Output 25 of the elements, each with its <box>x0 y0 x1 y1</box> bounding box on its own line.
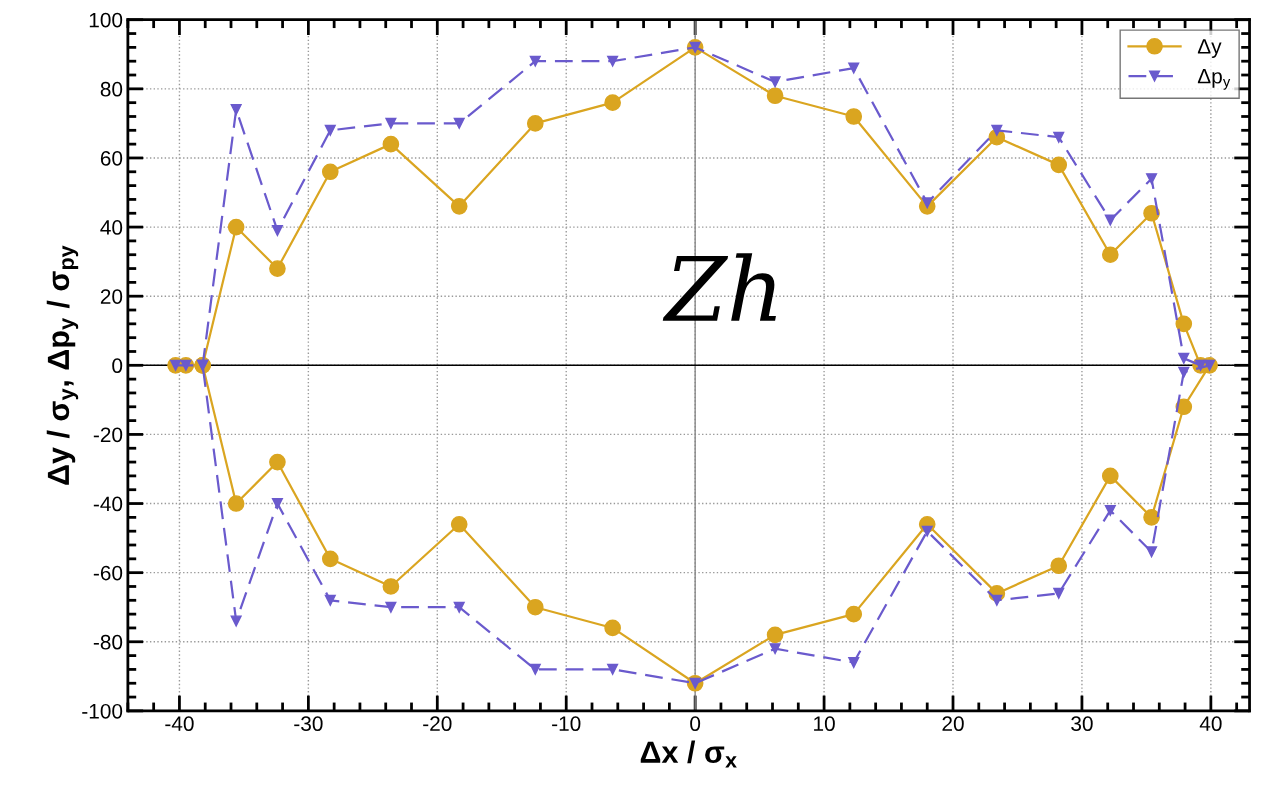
y-tick-label: -40 <box>93 496 123 512</box>
y-tick-label: 100 <box>89 12 123 28</box>
x-tick-label: -10 <box>552 716 581 732</box>
y-tick-label: 20 <box>100 289 123 304</box>
y-tick-label: 40 <box>100 220 123 235</box>
x-tick-label: 30 <box>1071 716 1093 732</box>
y-tick-label: -80 <box>93 634 123 650</box>
x-tick-label: 0 <box>690 716 701 732</box>
x-tick-label: 20 <box>942 716 964 732</box>
x-tick-label: 40 <box>1199 716 1222 732</box>
x-tick-label: -40 <box>165 716 194 732</box>
y-tick-label: 80 <box>100 81 123 97</box>
y-tick-label: -60 <box>93 565 123 581</box>
y-tick-label: 0 <box>112 358 123 374</box>
y-tick-label: 60 <box>100 150 123 166</box>
y-axis-title: Δy / σ$_{y}$, Δp$_{y}$ / σ$_{py}$ <box>46 245 79 485</box>
legend-label: Δp$_{y}$ <box>1197 69 1231 90</box>
x-tick-label: 10 <box>814 716 835 732</box>
x-tick-label: -30 <box>294 716 323 732</box>
legend-label: Δy <box>1197 39 1222 58</box>
y-tick-label: -100 <box>82 703 123 719</box>
x-axis-title: Δx / σ$_{x}$ <box>640 740 737 768</box>
annotation: Zh <box>662 253 776 321</box>
x-tick-label: -20 <box>423 716 452 732</box>
y-tick-label: -20 <box>93 427 123 443</box>
